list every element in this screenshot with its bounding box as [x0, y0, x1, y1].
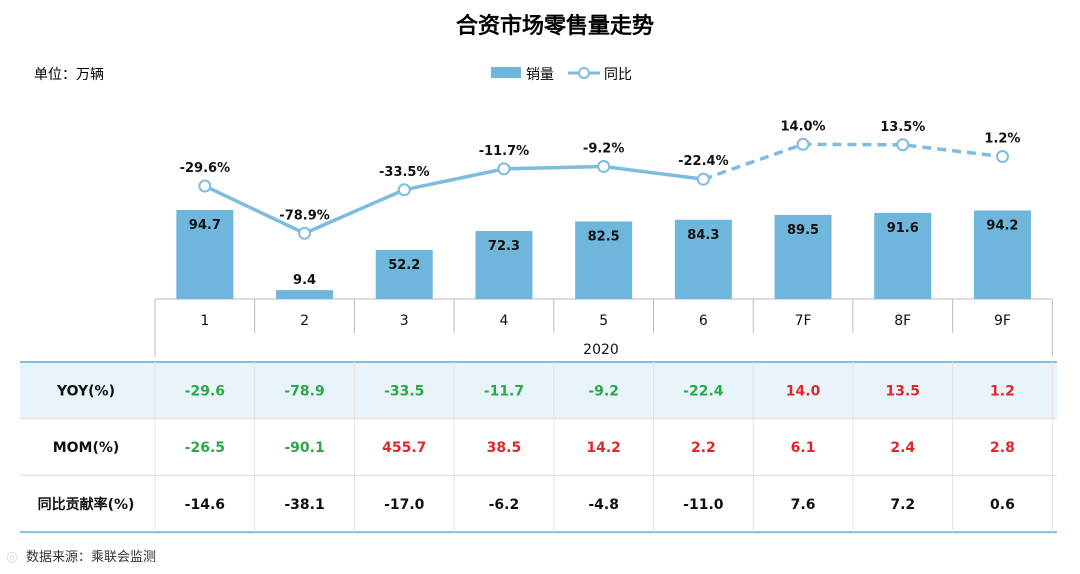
category-tick-label: 8F	[894, 313, 911, 329]
table-cell: -26.5	[185, 440, 225, 456]
line-point	[995, 150, 1009, 164]
bar-data-label: 82.5	[588, 229, 620, 244]
table-cell: -11.7	[484, 383, 524, 399]
line-point	[696, 172, 710, 186]
table-cell: -22.4	[683, 383, 724, 399]
bar-data-label: 94.2	[986, 218, 1018, 233]
legend-line-marker	[578, 67, 590, 79]
category-tick-label: 4	[499, 313, 508, 329]
table-cell: -9.2	[588, 383, 619, 399]
table-cell: 14.0	[786, 383, 821, 399]
bar-data-label: 52.2	[388, 258, 420, 273]
line-actual	[204, 164, 704, 236]
table-cell: 14.2	[586, 440, 621, 456]
table-row-header: 同比贡献率(%)	[38, 496, 135, 513]
unit-label: 单位：万辆	[34, 67, 104, 83]
line-point	[298, 226, 312, 240]
table-cell: 6.1	[791, 440, 816, 456]
table-cell: 455.7	[382, 440, 426, 456]
table-cell: -29.6	[185, 383, 225, 399]
line-forecast	[702, 142, 1003, 181]
bar	[674, 219, 732, 299]
line-data-label: -11.7%	[479, 144, 530, 159]
table-cell: 1.2	[990, 383, 1015, 399]
bar-data-label: 72.3	[488, 239, 520, 254]
line-point	[397, 183, 411, 197]
category-tick-label: 9F	[994, 313, 1011, 329]
category-tick-label: 6	[699, 313, 708, 329]
table-cell: -38.1	[284, 497, 324, 513]
bar	[176, 209, 234, 299]
source-note: 数据来源：乘联会监测	[26, 550, 156, 565]
bar-data-label: 9.4	[293, 273, 316, 288]
table-cell: 38.5	[487, 440, 522, 456]
watermark-mark: ◎	[6, 549, 18, 565]
category-ticks: 1 2 3 4 5 6 7F 8F 9F	[200, 313, 1011, 329]
bar	[973, 210, 1031, 299]
bar-data-label: 94.7	[189, 218, 221, 233]
group-label: 2020	[583, 342, 619, 358]
chart-title: 合资市场零售量走势	[456, 13, 654, 39]
bar	[874, 212, 932, 299]
table-row-header: MOM(%)	[53, 440, 120, 456]
bar	[575, 221, 633, 299]
bar	[475, 231, 533, 299]
table-cell: -33.5	[384, 383, 424, 399]
bar	[276, 290, 334, 299]
bar-data-label: 89.5	[787, 223, 819, 238]
line-data-label: 1.2%	[984, 132, 1020, 147]
bar-data-label: 84.3	[687, 228, 719, 243]
table-cell: -78.9	[284, 383, 324, 399]
line-data-label: -78.9%	[279, 208, 330, 223]
table-cell: 2.2	[691, 440, 716, 456]
legend-bar-swatch	[491, 67, 521, 78]
line-data-label: -9.2%	[583, 142, 624, 157]
category-tick-label: 1	[200, 313, 209, 329]
line-point	[497, 162, 511, 176]
legend-line-label: 同比	[604, 67, 632, 83]
line-data-label: -22.4%	[678, 154, 729, 169]
table-row-band	[20, 362, 1057, 419]
table-cell: -14.6	[185, 497, 225, 513]
table-cell: 7.6	[791, 497, 816, 513]
line-data-label: 13.5%	[880, 120, 925, 135]
bar-data-label: 91.6	[887, 221, 919, 236]
table-cell: 2.8	[990, 440, 1015, 456]
line-point	[896, 138, 910, 152]
line-data-label: -33.5%	[379, 165, 430, 180]
table-cell: 13.5	[885, 383, 920, 399]
legend-bar-label: 销量	[526, 67, 554, 83]
line-point	[796, 137, 810, 151]
bar-series: 94.7 9.4 52.2 72.3 82.5 84.3 89.5 91.6 94.2	[176, 209, 1031, 299]
category-tick-label: 7F	[795, 313, 812, 329]
line-data-label: -29.6%	[180, 161, 231, 176]
table-cell: 0.6	[990, 497, 1015, 513]
table-cell: -4.8	[588, 497, 619, 513]
category-tick-label: 2	[300, 313, 309, 329]
data-table: YOY(%) -29.6 -78.9 -33.5 -11.7 -9.2 -22.4 14.0 1…	[20, 361, 1057, 534]
table-cell: -90.1	[284, 440, 324, 456]
table-row-header: YOY(%)	[56, 383, 115, 399]
line-point	[597, 160, 611, 174]
bar	[774, 214, 832, 299]
table-cell: -11.0	[683, 497, 724, 513]
table-cell: -6.2	[489, 497, 520, 513]
legend: 销量 同比	[491, 67, 632, 83]
category-tick-label: 3	[400, 313, 409, 329]
table-cell: 7.2	[890, 497, 915, 513]
category-tick-label: 5	[599, 313, 608, 329]
bar	[375, 249, 433, 299]
table-cell: -17.0	[384, 497, 425, 513]
line-point	[198, 179, 212, 193]
line-series: -29.6% -78.9% -33.5% -11.7% -9.2% -22.4% 14.0%…	[180, 119, 1020, 240]
table-cell: 2.4	[890, 440, 915, 456]
line-data-label: 14.0%	[780, 119, 825, 134]
